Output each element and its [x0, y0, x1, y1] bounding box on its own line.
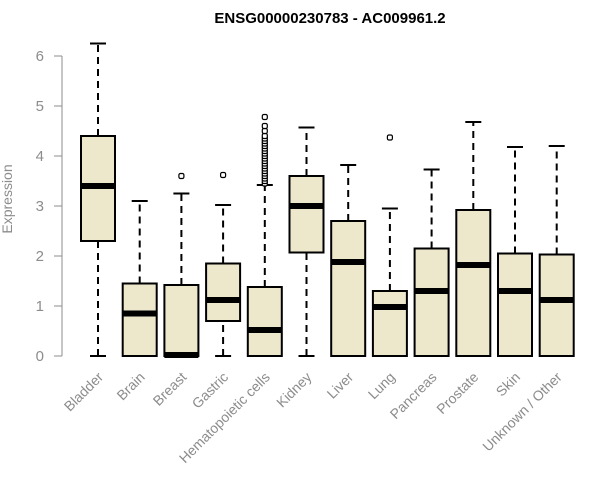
x-tick-label: Prostate [433, 369, 481, 417]
iqr-box [205, 262, 242, 322]
box-bladder [80, 42, 116, 357]
outlier-point [386, 134, 393, 141]
iqr-box [121, 282, 158, 357]
box-skin [497, 146, 533, 357]
y-tick-label: 1 [36, 298, 44, 315]
y-tick-label: 2 [36, 248, 44, 265]
iqr-box [246, 286, 283, 357]
x-tick-label: Breast [150, 369, 190, 409]
iqr-box [538, 253, 575, 357]
box-brain [121, 200, 158, 357]
iqr-box [455, 209, 492, 357]
iqr-box [371, 290, 408, 357]
y-tick-label: 6 [36, 48, 44, 65]
x-tick-label: Brain [113, 369, 147, 403]
outlier-point [261, 127, 268, 135]
box-pancreas [413, 168, 450, 357]
x-tick-label: Skin [493, 369, 524, 400]
x-tick-label: Kidney [273, 369, 315, 411]
box-unknown-other [538, 145, 575, 357]
iqr-box [330, 220, 367, 357]
outlier-point [261, 113, 268, 121]
box-prostate [455, 121, 492, 357]
x-tick-label: Lung [365, 369, 398, 402]
box-gastric [205, 171, 242, 357]
x-tick-label: Unknown / Other [479, 369, 565, 455]
box-liver [330, 164, 367, 357]
axes: 0 1 2 3 4 5 6 [36, 48, 63, 365]
box-hematopoietic-cells [246, 113, 283, 357]
iqr-box [413, 247, 450, 357]
iqr-box [163, 284, 200, 357]
chart-title: ENSG00000230783 - AC009961.2 [214, 10, 445, 27]
box-breast [163, 172, 200, 358]
iqr-box [497, 252, 533, 357]
y-tick-label: 4 [36, 148, 44, 165]
outlier-point [178, 172, 185, 180]
x-tick-label: Liver [324, 369, 357, 402]
box-lung [371, 134, 408, 357]
outlier-point [220, 171, 227, 179]
boxes [80, 42, 575, 358]
box-kidney [288, 126, 325, 357]
x-tick-label: Bladder [61, 369, 107, 415]
y-axis-label: Expression [0, 164, 15, 233]
y-tick-label: 0 [36, 348, 44, 365]
y-tick-label: 5 [36, 98, 44, 115]
iqr-box [288, 175, 325, 254]
y-tick-label: 3 [36, 198, 44, 215]
outlier-point [261, 132, 268, 140]
outlier-point [261, 122, 268, 130]
